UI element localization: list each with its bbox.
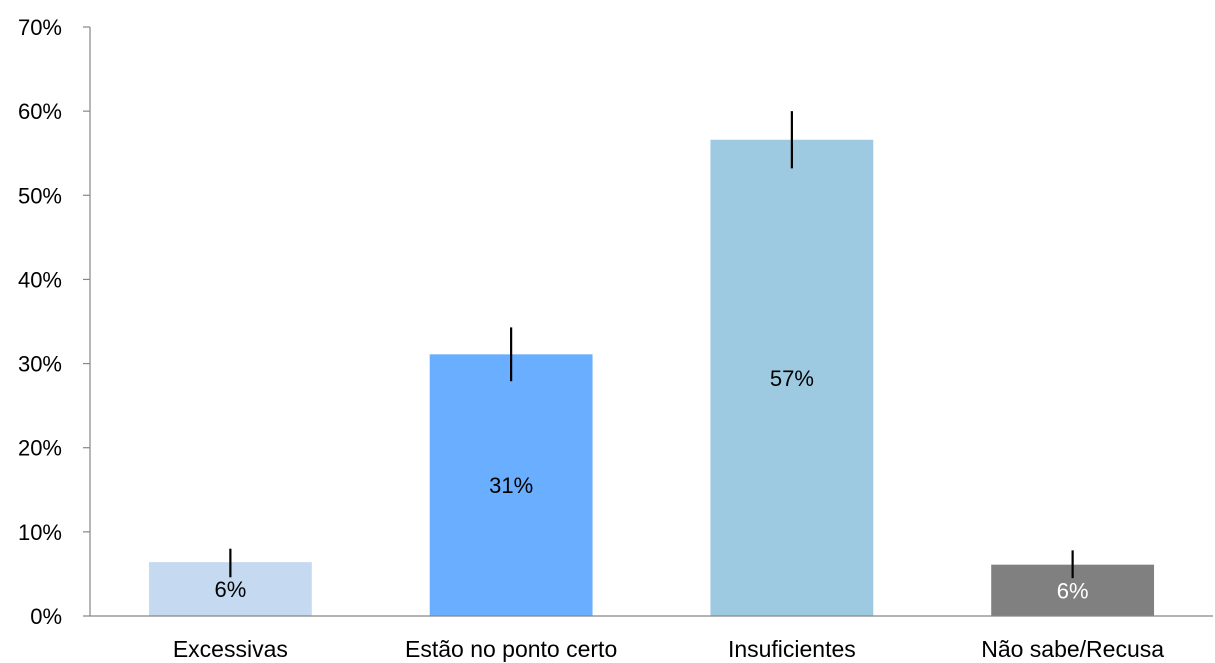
- data-label: 31%: [489, 473, 533, 498]
- y-tick-label: 0%: [30, 604, 62, 629]
- x-category-label: Não sabe/Recusa: [981, 636, 1164, 662]
- y-axis: 0% 10% 20% 30% 40% 50% 60% 70%: [18, 15, 91, 629]
- bar: [429, 354, 593, 616]
- bars: [148, 139, 1155, 616]
- x-axis: Excessivas Estão no ponto certo Insuficien…: [90, 615, 1213, 662]
- y-tick-label: 50%: [18, 183, 62, 208]
- data-label: 6%: [214, 577, 246, 602]
- data-labels: 6% 31% 57% 6%: [214, 366, 1088, 603]
- y-tick-label: 30%: [18, 352, 62, 377]
- y-tick-label: 60%: [18, 99, 62, 124]
- data-label: 6%: [1057, 578, 1089, 603]
- error-bars: [229, 111, 1074, 579]
- y-tick-label: 70%: [18, 15, 62, 40]
- y-tick-label: 20%: [18, 436, 62, 461]
- data-label: 57%: [770, 366, 814, 391]
- x-category-label: Excessivas: [173, 636, 288, 662]
- x-category-label: Insuficientes: [728, 636, 856, 662]
- x-category-label: Estão no ponto certo: [405, 636, 617, 662]
- y-tick-label: 10%: [18, 520, 62, 545]
- y-tick-label: 40%: [18, 267, 62, 292]
- bar: [710, 139, 874, 616]
